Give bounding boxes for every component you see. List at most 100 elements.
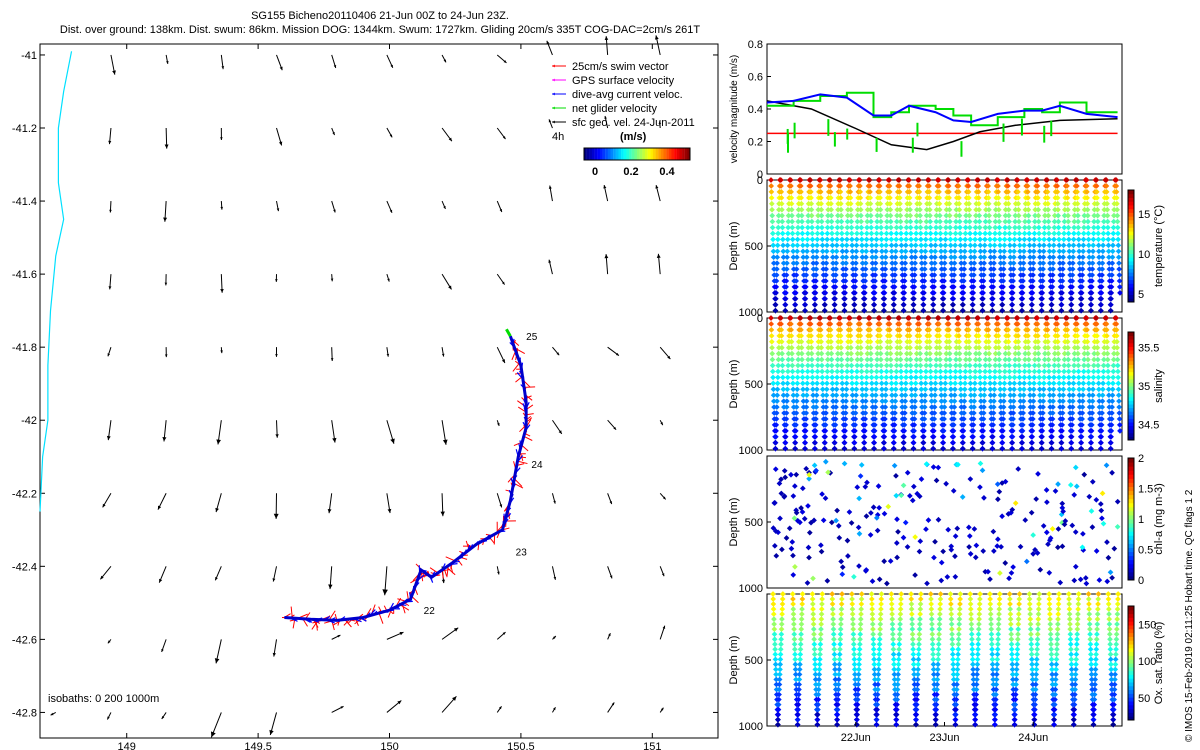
data-point — [871, 301, 878, 308]
swim-vector — [328, 610, 336, 621]
data-point — [976, 356, 983, 363]
data-point — [779, 362, 786, 369]
data-point — [825, 206, 832, 213]
data-point — [776, 206, 782, 213]
data-point — [1045, 350, 1052, 357]
data-point — [894, 681, 901, 688]
data-point — [1011, 386, 1017, 393]
data-point — [902, 386, 909, 393]
series-line — [766, 100, 1118, 151]
data-point — [770, 374, 776, 381]
data-point — [824, 224, 831, 231]
data-point — [1070, 236, 1077, 243]
data-point — [799, 374, 806, 381]
data-point — [1105, 368, 1111, 375]
colorbar-cell — [1128, 486, 1134, 492]
data-point — [808, 200, 815, 207]
y-tick-label: -41.8 — [12, 342, 37, 354]
data-point — [1045, 212, 1052, 219]
data-point — [966, 524, 972, 531]
data-point — [768, 332, 775, 339]
colorbar-cell — [1128, 551, 1134, 557]
data-point — [873, 242, 880, 249]
data-point — [835, 206, 841, 213]
data-point — [858, 362, 865, 369]
data-point — [798, 350, 805, 357]
data-point — [908, 368, 914, 375]
data-point — [791, 631, 798, 638]
data-point — [952, 716, 959, 723]
data-point — [1080, 236, 1087, 243]
data-point — [869, 254, 876, 261]
data-point — [910, 307, 917, 314]
swim-vector — [512, 362, 521, 372]
data-point — [1006, 374, 1013, 381]
data-point — [840, 260, 846, 266]
geo-velocity-arrow-head — [667, 355, 671, 360]
data-point — [798, 212, 805, 219]
data-point — [967, 362, 973, 369]
data-point — [785, 206, 792, 213]
data-point — [779, 616, 785, 622]
data-point — [794, 254, 800, 261]
data-point — [770, 236, 776, 243]
data-point — [882, 392, 889, 399]
data-point — [779, 356, 786, 363]
data-point — [844, 218, 851, 225]
colorbar-cell — [1128, 219, 1134, 225]
data-point — [1073, 483, 1080, 490]
colorbar-cell — [584, 148, 587, 160]
data-point — [770, 242, 777, 249]
data-point — [971, 254, 978, 261]
legend-swatch-head — [552, 106, 555, 110]
data-point — [991, 386, 998, 393]
data-point — [994, 315, 1001, 321]
data-point — [1006, 350, 1012, 357]
data-point — [1015, 350, 1022, 357]
data-point — [994, 666, 1000, 673]
data-point — [886, 315, 893, 321]
data-point — [779, 344, 785, 351]
data-point — [1014, 656, 1020, 663]
data-point — [779, 546, 785, 553]
data-point — [793, 260, 800, 266]
data-point — [926, 206, 933, 213]
data-point — [810, 260, 817, 266]
data-point — [1098, 433, 1105, 440]
data-point — [858, 596, 865, 602]
data-point — [780, 248, 787, 255]
data-point — [773, 284, 780, 290]
data-point — [961, 398, 968, 404]
data-point — [803, 272, 810, 278]
data-point — [979, 301, 986, 308]
data-point — [1100, 380, 1106, 387]
geo-velocity-arrow-head — [397, 700, 402, 705]
data-point — [1034, 177, 1041, 183]
colorbar-cell — [668, 148, 672, 160]
data-point — [1088, 301, 1095, 308]
data-point — [951, 254, 958, 261]
data-point — [1019, 307, 1025, 314]
colorbar-cell — [1128, 543, 1134, 548]
data-point — [770, 254, 777, 261]
data-point — [807, 183, 814, 189]
data-point — [814, 711, 821, 718]
data-point — [841, 460, 848, 467]
data-point — [838, 218, 845, 225]
coastline — [39, 51, 73, 512]
data-point — [1068, 301, 1075, 308]
colorbar-cell — [1128, 201, 1134, 206]
data-point — [877, 611, 884, 617]
data-point — [891, 301, 897, 308]
map-panel: 149 149.5 150 150.5 151-41-41.2-41.4-41.6-41… — [12, 35, 719, 750]
data-point — [792, 439, 799, 446]
data-point — [979, 307, 986, 314]
data-point — [881, 510, 888, 517]
track-day-label: 24 — [531, 460, 543, 471]
colorbar-cell — [1128, 378, 1134, 383]
data-point — [1114, 344, 1120, 351]
data-point — [1109, 248, 1116, 255]
colorbar-cell — [1128, 257, 1134, 262]
